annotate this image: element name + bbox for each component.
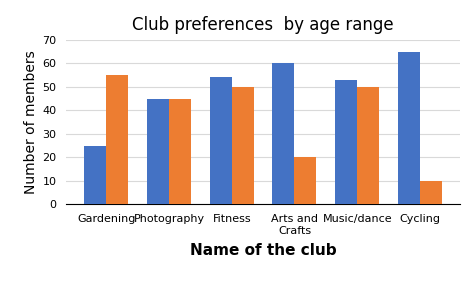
Bar [273, 63, 294, 204]
Bar [169, 99, 191, 204]
Bar [210, 78, 232, 204]
X-axis label: Name of the club: Name of the club [190, 243, 337, 258]
Title: Club preferences  by age range: Club preferences by age range [132, 16, 394, 34]
Y-axis label: Number of members: Number of members [24, 50, 38, 194]
Bar [357, 87, 379, 204]
Bar [335, 80, 357, 204]
Bar [147, 99, 169, 204]
Bar [84, 146, 106, 204]
Bar [106, 75, 128, 204]
Bar [232, 87, 254, 204]
Bar [294, 157, 317, 204]
Bar [420, 181, 442, 204]
Bar [398, 51, 420, 204]
